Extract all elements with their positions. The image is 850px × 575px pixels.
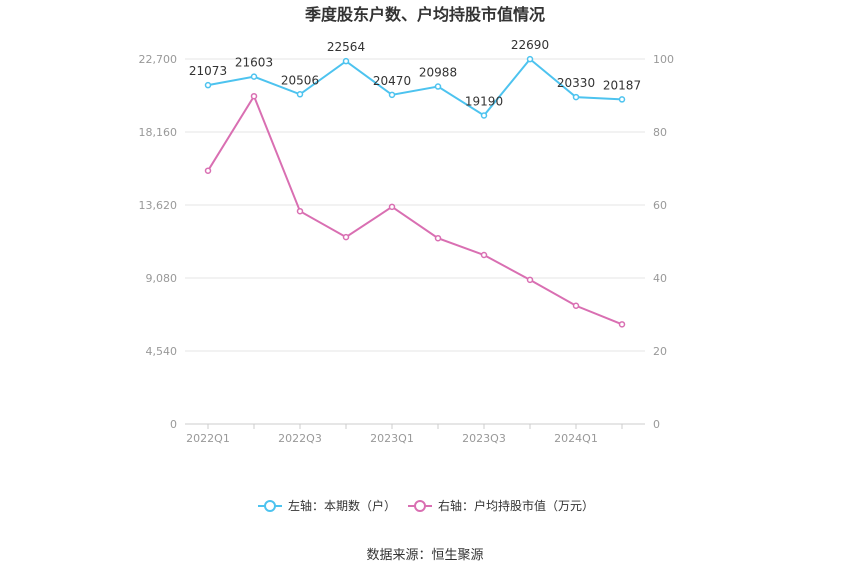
data-label: 20187 <box>603 78 641 92</box>
series-point <box>342 233 350 241</box>
x-axis: 2022Q1 2022Q3 2023Q1 2023Q3 2024Q1 <box>186 424 623 445</box>
legend-marker <box>414 500 426 512</box>
legend-marker <box>264 500 276 512</box>
data-label: 22564 <box>327 40 365 54</box>
data-label: 20988 <box>419 66 457 80</box>
series-point <box>572 93 580 101</box>
series-layer: 21073 21603 20506 22564 20470 20988 19190 22690… <box>189 38 641 328</box>
left-tick-label: 9,080 <box>146 272 178 285</box>
right-axis: 0 20 40 60 80 100 <box>653 53 674 431</box>
series-point <box>204 81 212 89</box>
series-point <box>526 55 534 63</box>
grid-lines <box>185 58 645 425</box>
series-line-2 <box>207 94 623 326</box>
series-point <box>434 83 442 90</box>
series-point <box>250 92 258 100</box>
series-point <box>250 73 258 80</box>
series-point <box>618 96 626 103</box>
data-label: 22690 <box>511 38 549 52</box>
left-axis: 0 4,540 9,080 13,620 18,160 22,700 <box>139 53 178 431</box>
series-point <box>296 207 304 215</box>
right-tick-label: 100 <box>653 53 674 66</box>
data-label: 20330 <box>557 76 595 90</box>
legend-label: 左轴：本期数（户） <box>288 498 396 513</box>
series-point <box>618 321 626 328</box>
series-point <box>572 302 580 309</box>
source-note: 数据来源：恒生聚源 <box>366 548 483 563</box>
x-tick-label: 2023Q3 <box>462 432 506 445</box>
legend-label: 右轴：户均持股市值（万元） <box>438 498 594 513</box>
data-label: 20506 <box>281 73 319 87</box>
data-label: 21073 <box>189 64 227 78</box>
right-tick-label: 20 <box>653 345 667 358</box>
series-point <box>388 91 396 99</box>
right-tick-label: 60 <box>653 199 667 212</box>
left-tick-label: 18,160 <box>139 126 178 139</box>
data-label: 21603 <box>235 56 273 70</box>
series-point <box>342 57 350 65</box>
left-tick-label: 13,620 <box>139 199 178 212</box>
series-point <box>480 251 488 259</box>
series-point <box>526 276 534 284</box>
left-tick-label: 22,700 <box>139 53 178 66</box>
chart-title: 季度股东户数、户均持股市值情况 <box>304 5 545 24</box>
x-tick-label: 2024Q1 <box>554 432 598 445</box>
series-point <box>296 91 304 98</box>
right-tick-label: 80 <box>653 126 667 139</box>
series-point <box>204 167 212 174</box>
data-label: 20470 <box>373 74 411 88</box>
legend: 左轴：本期数（户） 右轴：户均持股市值（万元） <box>258 498 594 513</box>
series-point <box>388 203 396 211</box>
x-tick-label: 2023Q1 <box>370 432 414 445</box>
x-tick-label: 2022Q3 <box>278 432 322 445</box>
data-label: 19190 <box>465 94 503 108</box>
right-tick-label: 0 <box>653 418 660 431</box>
series-point <box>434 234 442 242</box>
series-line-1 <box>207 57 623 117</box>
left-tick-label: 4,540 <box>146 345 178 358</box>
series-point <box>480 112 488 119</box>
x-tick-label: 2022Q1 <box>186 432 230 445</box>
left-tick-label: 0 <box>170 418 177 431</box>
right-tick-label: 40 <box>653 272 667 285</box>
